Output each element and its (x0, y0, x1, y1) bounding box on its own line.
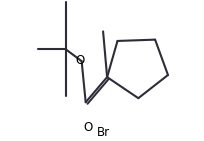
Text: O: O (75, 54, 84, 68)
Text: O: O (83, 121, 93, 134)
Text: Br: Br (96, 126, 109, 139)
